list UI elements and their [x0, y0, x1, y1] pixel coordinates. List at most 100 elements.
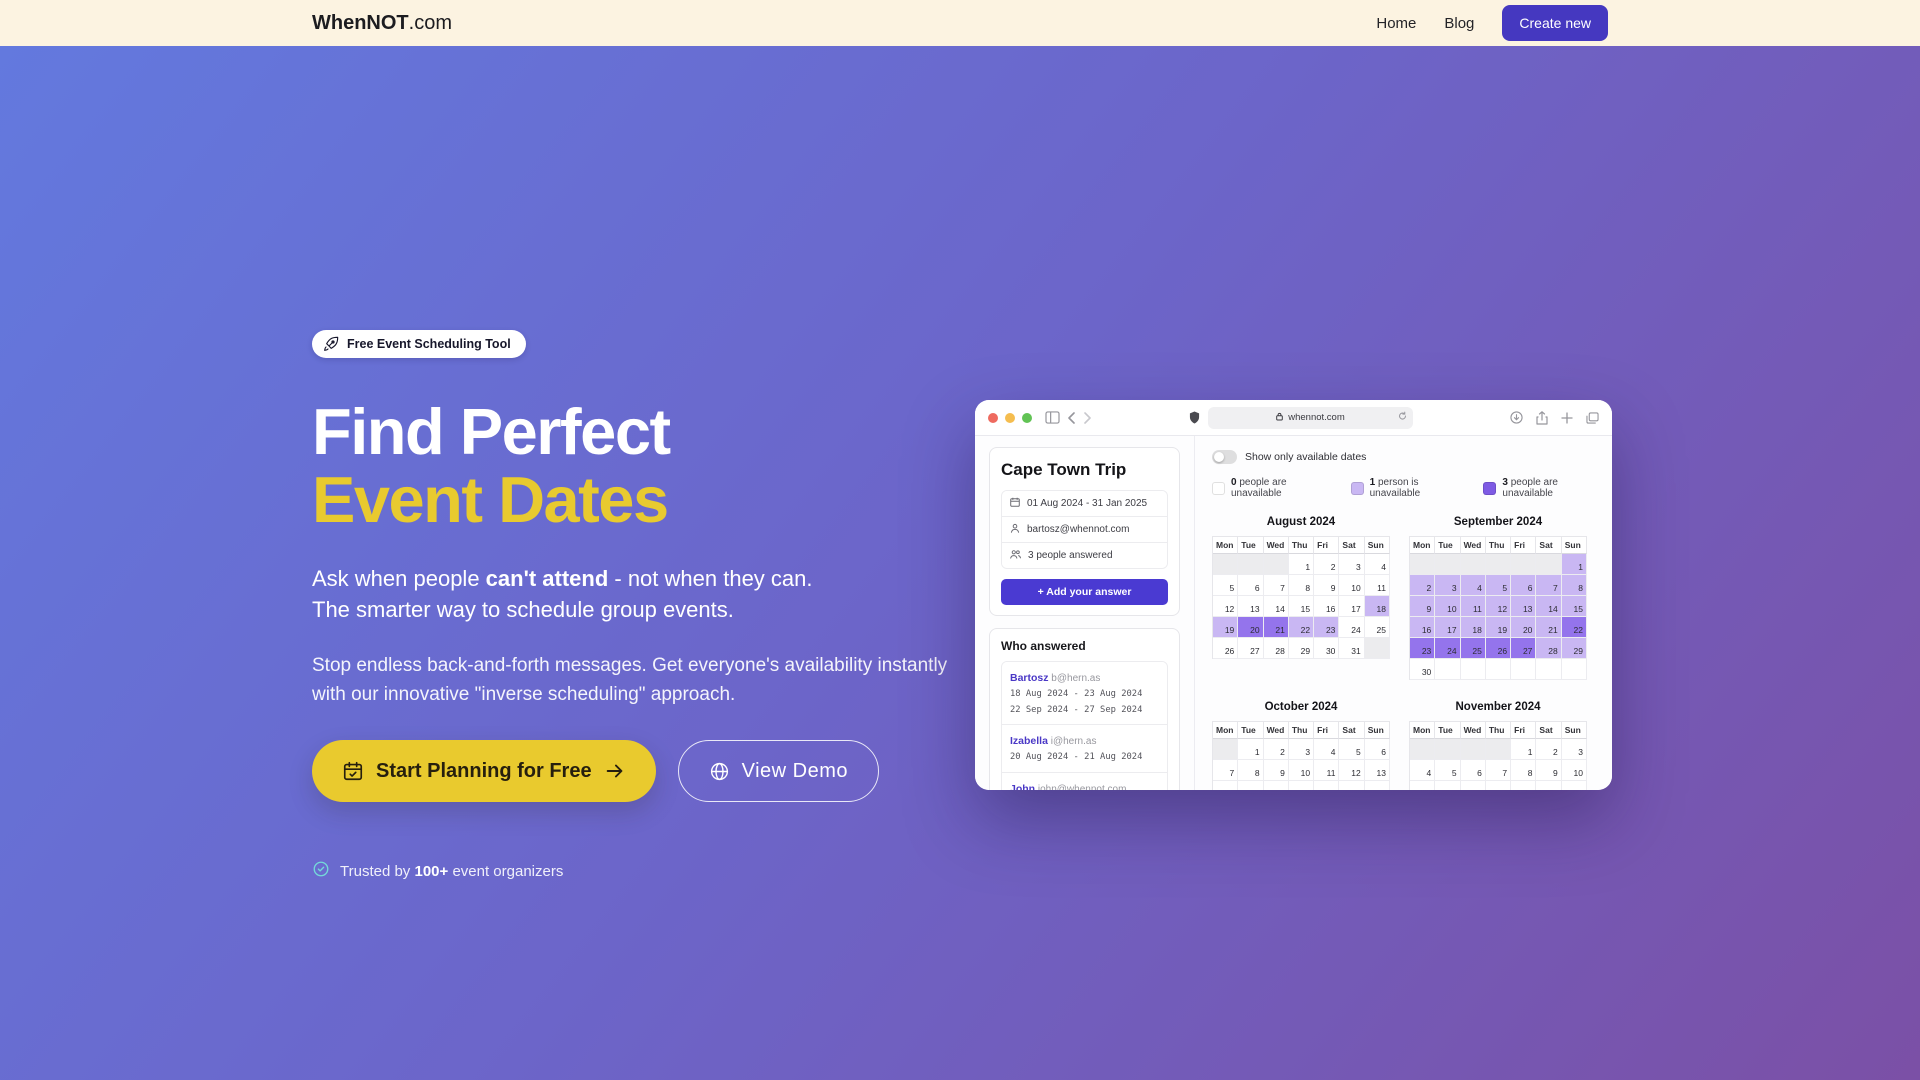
- weekday-header: Wed: [1263, 722, 1289, 739]
- maximize-window-icon[interactable]: [1022, 412, 1032, 423]
- weekday-header: Fri: [1511, 722, 1537, 739]
- calendar-day-cell: 29: [1561, 638, 1587, 659]
- calendar-day-cell: 11: [1314, 760, 1340, 781]
- forward-icon[interactable]: [1083, 411, 1092, 424]
- calendar-day-cell: 3: [1435, 575, 1461, 596]
- weekday-header: Sat: [1536, 722, 1562, 739]
- calendar-day-cell: 15: [1288, 596, 1315, 617]
- weekday-header: Tue: [1435, 537, 1461, 554]
- calendar-day-cell: [1213, 781, 1239, 790]
- view-demo-button[interactable]: View Demo: [677, 740, 879, 803]
- calendar-day-cell: [1435, 659, 1461, 680]
- hero-mockup-area: whennot.com: [975, 46, 1612, 882]
- globe-icon: [709, 761, 730, 782]
- reload-icon[interactable]: [1398, 411, 1407, 424]
- who-answered-entry: Izabella i@hern.as 20 Aug 2024 - 21 Aug 2…: [1002, 725, 1167, 773]
- calendar-icon: [1010, 497, 1020, 510]
- trusted-pre: Trusted by: [340, 862, 415, 880]
- back-icon[interactable]: [1067, 411, 1076, 424]
- calendar-day-cell: [1561, 659, 1587, 680]
- tab-overview-icon[interactable]: [1586, 411, 1599, 424]
- page-title: Find Perfect Event Dates: [312, 397, 975, 535]
- legend-swatch-2: [1483, 481, 1497, 495]
- calendar-day-cell: [1536, 781, 1562, 790]
- cta-row: Start Planning for Free: [312, 740, 975, 803]
- shield-icon[interactable]: [1189, 411, 1200, 424]
- add-answer-button[interactable]: + Add your answer: [1001, 579, 1168, 605]
- calendar-day-cell: [1410, 739, 1436, 760]
- who-answered-entry: Bartosz b@hern.as 18 Aug 2024 - 23 Aug 20…: [1002, 662, 1167, 726]
- calendar-day-cell: 2: [1314, 554, 1340, 575]
- event-owner-email: bartosz@whennot.com: [1027, 524, 1130, 535]
- calendar-day-cell: 20: [1511, 617, 1537, 638]
- show-available-toggle[interactable]: [1212, 450, 1237, 464]
- weekday-header: Mon: [1213, 722, 1239, 739]
- calendar-day-cell: 19: [1485, 617, 1512, 638]
- unavailable-range: 20 Aug 2024 - 21 Aug 2024: [1010, 752, 1143, 763]
- who-answered-list: Bartosz b@hern.as 18 Aug 2024 - 23 Aug 20…: [1001, 661, 1168, 790]
- subtitle-text-post: - not when they can.: [608, 565, 813, 591]
- start-planning-label: Start Planning for Free: [376, 759, 592, 782]
- logo[interactable]: WhenNOT.com: [312, 12, 452, 35]
- calendar-day-cell: 7: [1263, 575, 1289, 596]
- calendar-day-cell: 1: [1288, 554, 1315, 575]
- calendar-day-cell: 20: [1238, 617, 1264, 638]
- legend-text: person is unavailable: [1369, 477, 1421, 499]
- who-answered-title: Who answered: [1001, 639, 1086, 653]
- calendar-day-cell: [1364, 781, 1390, 790]
- calendar-day-cell: 13: [1511, 596, 1537, 617]
- calendar-day-cell: 23: [1314, 617, 1340, 638]
- start-planning-button[interactable]: Start Planning for Free: [312, 740, 656, 803]
- close-window-icon[interactable]: [988, 412, 998, 423]
- weekday-header: Mon: [1410, 537, 1436, 554]
- weekday-header: Mon: [1410, 722, 1436, 739]
- sidebar-toggle-icon[interactable]: [1045, 411, 1060, 424]
- trusted-post: event organizers: [448, 862, 564, 880]
- legend-item-0: 0 people are unavailable: [1212, 477, 1324, 499]
- calendar-day-cell: 25: [1460, 638, 1486, 659]
- calendar-day-cell: [1536, 659, 1562, 680]
- nav-link-home[interactable]: Home: [1376, 14, 1417, 32]
- nav-link-blog[interactable]: Blog: [1444, 14, 1475, 32]
- new-tab-icon[interactable]: [1561, 411, 1573, 424]
- calendar-day-cell: [1364, 638, 1390, 659]
- unavailable-range: 22 Sep 2024 - 27 Sep 2024: [1010, 704, 1143, 715]
- calendar-day-cell: 8: [1288, 575, 1315, 596]
- create-new-button[interactable]: Create new: [1502, 5, 1608, 41]
- calendar-day-cell: [1314, 781, 1340, 790]
- trusted-count: 100+: [414, 862, 449, 880]
- share-icon[interactable]: [1536, 410, 1548, 425]
- url-bar[interactable]: whennot.com: [1208, 406, 1413, 429]
- calendar-day-cell: 12: [1213, 596, 1239, 617]
- hero-section: Free Event Scheduling Tool Find Perfect …: [0, 46, 1920, 1080]
- calendar-day-cell: 9: [1410, 596, 1436, 617]
- calendar-day-cell: 24: [1339, 617, 1365, 638]
- calendar-table: Mon Tue Wed Thu Fri Sat Sun 1 2 3 4 5 6 7 8 9 10: [1409, 721, 1587, 790]
- subtitle-line-2: The smarter way to schedule group events…: [312, 597, 734, 623]
- who-answered-entry: John john@whennot.com01 Sep 2024 - 29 Se…: [1002, 772, 1167, 790]
- hero-subtitle: Ask when people can't attend - not when …: [312, 563, 975, 627]
- lock-icon: [1276, 412, 1284, 424]
- people-icon: [1010, 549, 1021, 562]
- calendar-day-cell: 1: [1511, 739, 1537, 760]
- calendar-day-cell: 8: [1561, 575, 1587, 596]
- calendar-day-cell: 22: [1561, 617, 1587, 638]
- minimize-window-icon[interactable]: [1005, 412, 1015, 423]
- calendar-month-title: October 2024: [1264, 701, 1338, 713]
- respondent-email: i@hern.as: [1047, 736, 1097, 748]
- calendar-day-cell: 28: [1536, 638, 1562, 659]
- hero-description: Stop endless back-and-forth messages. Ge…: [312, 655, 948, 706]
- calendar-month-october: October 2024 Mon Tue Wed Thu Fri Sat Sun 1 2 3 4 5 6 7…: [1212, 701, 1390, 790]
- weekday-header: Wed: [1460, 722, 1486, 739]
- calendar-day-cell: 8: [1238, 760, 1264, 781]
- legend-item-2: 3 people are unavailable: [1483, 477, 1595, 499]
- calendar-table: Mon Tue Wed Thu Fri Sat Sun 1 2 3 4 5 6 7 8 9 10 11 12 13 14…: [1409, 536, 1587, 680]
- app-content: Cape Town Trip 01 Aug 2024 - 31 Jan 2025: [975, 436, 1612, 790]
- calendar-day-cell: 3: [1339, 554, 1365, 575]
- downloads-icon[interactable]: [1510, 411, 1523, 424]
- calendar-day-cell: [1263, 781, 1289, 790]
- weekday-header: Tue: [1238, 537, 1264, 554]
- calendar-day-cell: 28: [1263, 638, 1289, 659]
- subtitle-bold-text: can't attend: [485, 565, 609, 591]
- calendar-day-cell: 22: [1288, 617, 1315, 638]
